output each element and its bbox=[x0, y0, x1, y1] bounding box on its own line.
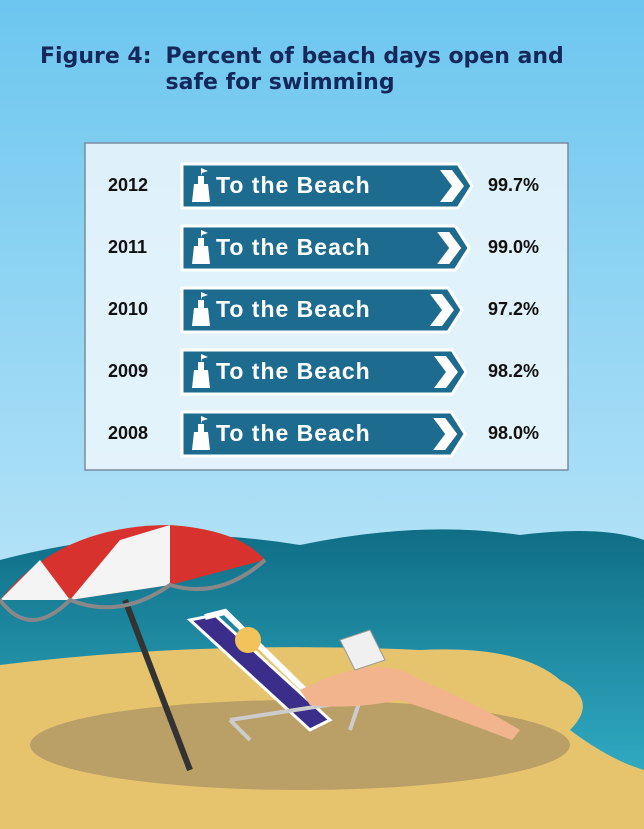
value-label: 99.0% bbox=[488, 237, 539, 257]
page: 2012 To the Beach 99.7% 2011 To the Beach 99.… bbox=[0, 0, 644, 829]
hair bbox=[235, 627, 261, 653]
category-label: 2009 bbox=[108, 361, 148, 381]
category-label: 2011 bbox=[108, 237, 147, 257]
category-label: 2008 bbox=[108, 423, 148, 443]
category-label: 2010 bbox=[108, 299, 148, 319]
scene: 2012 To the Beach 99.7% 2011 To the Beach 99.… bbox=[0, 0, 644, 829]
category-label: 2012 bbox=[108, 175, 148, 195]
value-label: 98.0% bbox=[488, 423, 539, 443]
sign-text: To the Beach bbox=[216, 296, 371, 322]
value-label: 99.7% bbox=[488, 175, 539, 195]
figure-label: Figure 4: bbox=[40, 44, 152, 96]
title-block: Figure 4: Percent of beach days open and… bbox=[40, 44, 586, 96]
sign-text: To the Beach bbox=[216, 172, 371, 198]
sign-text: To the Beach bbox=[216, 234, 371, 260]
sign-text: To the Beach bbox=[216, 358, 371, 384]
value-label: 97.2% bbox=[488, 299, 539, 319]
sign-text: To the Beach bbox=[216, 420, 371, 446]
value-label: 98.2% bbox=[488, 361, 539, 381]
chart-title: Percent of beach days open and safe for … bbox=[166, 44, 586, 96]
